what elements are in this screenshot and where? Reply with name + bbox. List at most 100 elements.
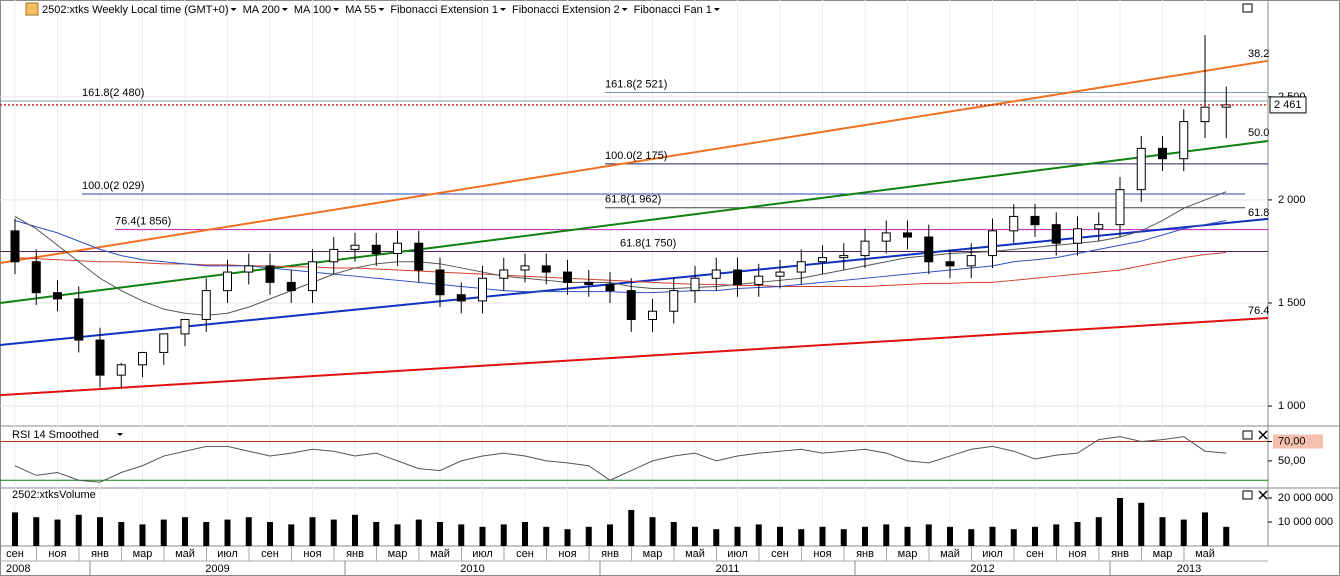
volume-bar bbox=[54, 519, 61, 546]
volume-bar bbox=[522, 522, 528, 546]
candle-body bbox=[1136, 147, 1146, 191]
candle-body bbox=[308, 261, 317, 292]
candle-body bbox=[499, 269, 509, 279]
fib-label: 61.8(1 750) bbox=[620, 237, 676, 249]
volume-bar bbox=[1074, 522, 1081, 546]
x-tick-label: сен bbox=[516, 548, 534, 560]
x-tick-label: июл bbox=[472, 548, 493, 560]
candle-body bbox=[201, 290, 211, 320]
toolbar-item[interactable]: Fibonacci Fan 1 bbox=[634, 4, 712, 16]
volume-bar bbox=[97, 517, 103, 546]
fib-label: 161.8(2 480) bbox=[82, 87, 144, 99]
dropdown-arrow[interactable] bbox=[117, 433, 123, 436]
volume-bar bbox=[1138, 502, 1145, 546]
candle-body bbox=[1051, 224, 1061, 244]
volume-bar bbox=[394, 524, 401, 546]
candle-body bbox=[733, 269, 742, 285]
volume-bar bbox=[649, 517, 656, 546]
y-tick-label: 1 500 bbox=[1278, 297, 1306, 309]
volume-bar bbox=[925, 524, 932, 546]
dropdown-arrow[interactable] bbox=[500, 8, 506, 11]
toolbar-item[interactable]: Fibonacci Extension 2 bbox=[512, 4, 620, 16]
candle-body bbox=[988, 230, 997, 257]
candle-body bbox=[1009, 215, 1019, 232]
close-button[interactable] bbox=[1258, 430, 1268, 440]
candle-body bbox=[541, 265, 551, 273]
dropdown-arrow[interactable] bbox=[621, 8, 628, 11]
x-tick-label: сен bbox=[771, 548, 789, 560]
candle-body bbox=[456, 294, 466, 302]
candle-body bbox=[329, 248, 339, 263]
volume-bar bbox=[160, 519, 167, 546]
candle-body bbox=[839, 255, 849, 259]
candle-body bbox=[53, 292, 62, 300]
maximize-button[interactable] bbox=[1242, 490, 1253, 500]
toolbar-item[interactable]: MA 55 bbox=[345, 4, 376, 16]
candle-body bbox=[775, 271, 785, 277]
y-tick-label: 20 000 000 bbox=[1278, 492, 1333, 504]
candle-body bbox=[903, 232, 912, 238]
candle-body bbox=[690, 277, 700, 292]
volume-bar bbox=[564, 529, 571, 546]
candle-body bbox=[924, 236, 934, 263]
candle-body bbox=[265, 265, 275, 283]
candle-body bbox=[1179, 121, 1189, 160]
volume-bar bbox=[670, 522, 677, 546]
dropdown-arrow[interactable] bbox=[378, 8, 385, 11]
toolbar-item[interactable]: 2502:xtks Weekly Local time (GMT+0) bbox=[42, 4, 229, 16]
toolbar-item[interactable]: MA 100 bbox=[294, 4, 331, 16]
fib-label: 76.4(1 856) bbox=[115, 216, 171, 228]
volume-bar bbox=[267, 522, 273, 546]
volume-bar bbox=[862, 526, 868, 546]
y-tick-label: 10 000 000 bbox=[1278, 516, 1333, 528]
x-tick-label: май bbox=[1195, 548, 1215, 560]
x-tick-label: ноя bbox=[1068, 548, 1086, 560]
volume-bar bbox=[415, 519, 422, 546]
fib-label: 100.0(2 029) bbox=[82, 180, 144, 192]
volume-bar bbox=[288, 524, 295, 546]
x-tick-label: янв bbox=[1111, 548, 1129, 560]
volume-bar bbox=[989, 526, 996, 546]
volume-bar bbox=[734, 526, 741, 546]
x-tick-label: июл bbox=[217, 548, 238, 560]
candle-body bbox=[31, 261, 41, 294]
candle-body bbox=[945, 261, 955, 267]
symbol-icon[interactable] bbox=[25, 2, 39, 16]
dropdown-arrow[interactable] bbox=[333, 8, 340, 11]
volume-bar bbox=[713, 529, 720, 546]
candle-body bbox=[584, 281, 594, 285]
candle-body bbox=[818, 257, 827, 263]
close-button[interactable] bbox=[1258, 490, 1268, 500]
candle-body bbox=[393, 242, 402, 255]
moving-average bbox=[14, 220, 1227, 294]
x-tick-label: май bbox=[940, 548, 960, 560]
year-label: 2010 bbox=[460, 563, 484, 575]
dropdown-arrow[interactable] bbox=[713, 8, 720, 11]
fib-label: 100.0(2 175) bbox=[605, 150, 667, 162]
volume-bar bbox=[1095, 517, 1102, 546]
dropdown-arrow[interactable] bbox=[230, 8, 237, 11]
candle-body bbox=[286, 281, 296, 292]
maximize-button[interactable] bbox=[1242, 430, 1253, 440]
maximize-button[interactable] bbox=[1242, 3, 1253, 13]
volume-bar bbox=[33, 517, 40, 546]
toolbar-item[interactable]: MA 200 bbox=[243, 4, 280, 16]
trend-line bbox=[0, 317, 1269, 397]
volume-bar bbox=[479, 526, 486, 546]
volume-bar bbox=[777, 526, 783, 546]
candle-body bbox=[754, 275, 764, 285]
candle-body bbox=[1115, 189, 1125, 226]
volume-bar bbox=[309, 517, 316, 546]
year-label: 2011 bbox=[716, 563, 740, 575]
volume-bar bbox=[1202, 512, 1208, 546]
candle-body bbox=[138, 351, 147, 366]
dropdown-arrow[interactable] bbox=[281, 8, 288, 11]
volume-bar bbox=[904, 526, 911, 546]
toolbar-item[interactable]: Fibonacci Extension 1 bbox=[390, 4, 498, 16]
y-tick-label: 70,00 bbox=[1278, 435, 1306, 447]
volume-bar bbox=[1117, 498, 1123, 546]
candle-body bbox=[1073, 228, 1082, 244]
